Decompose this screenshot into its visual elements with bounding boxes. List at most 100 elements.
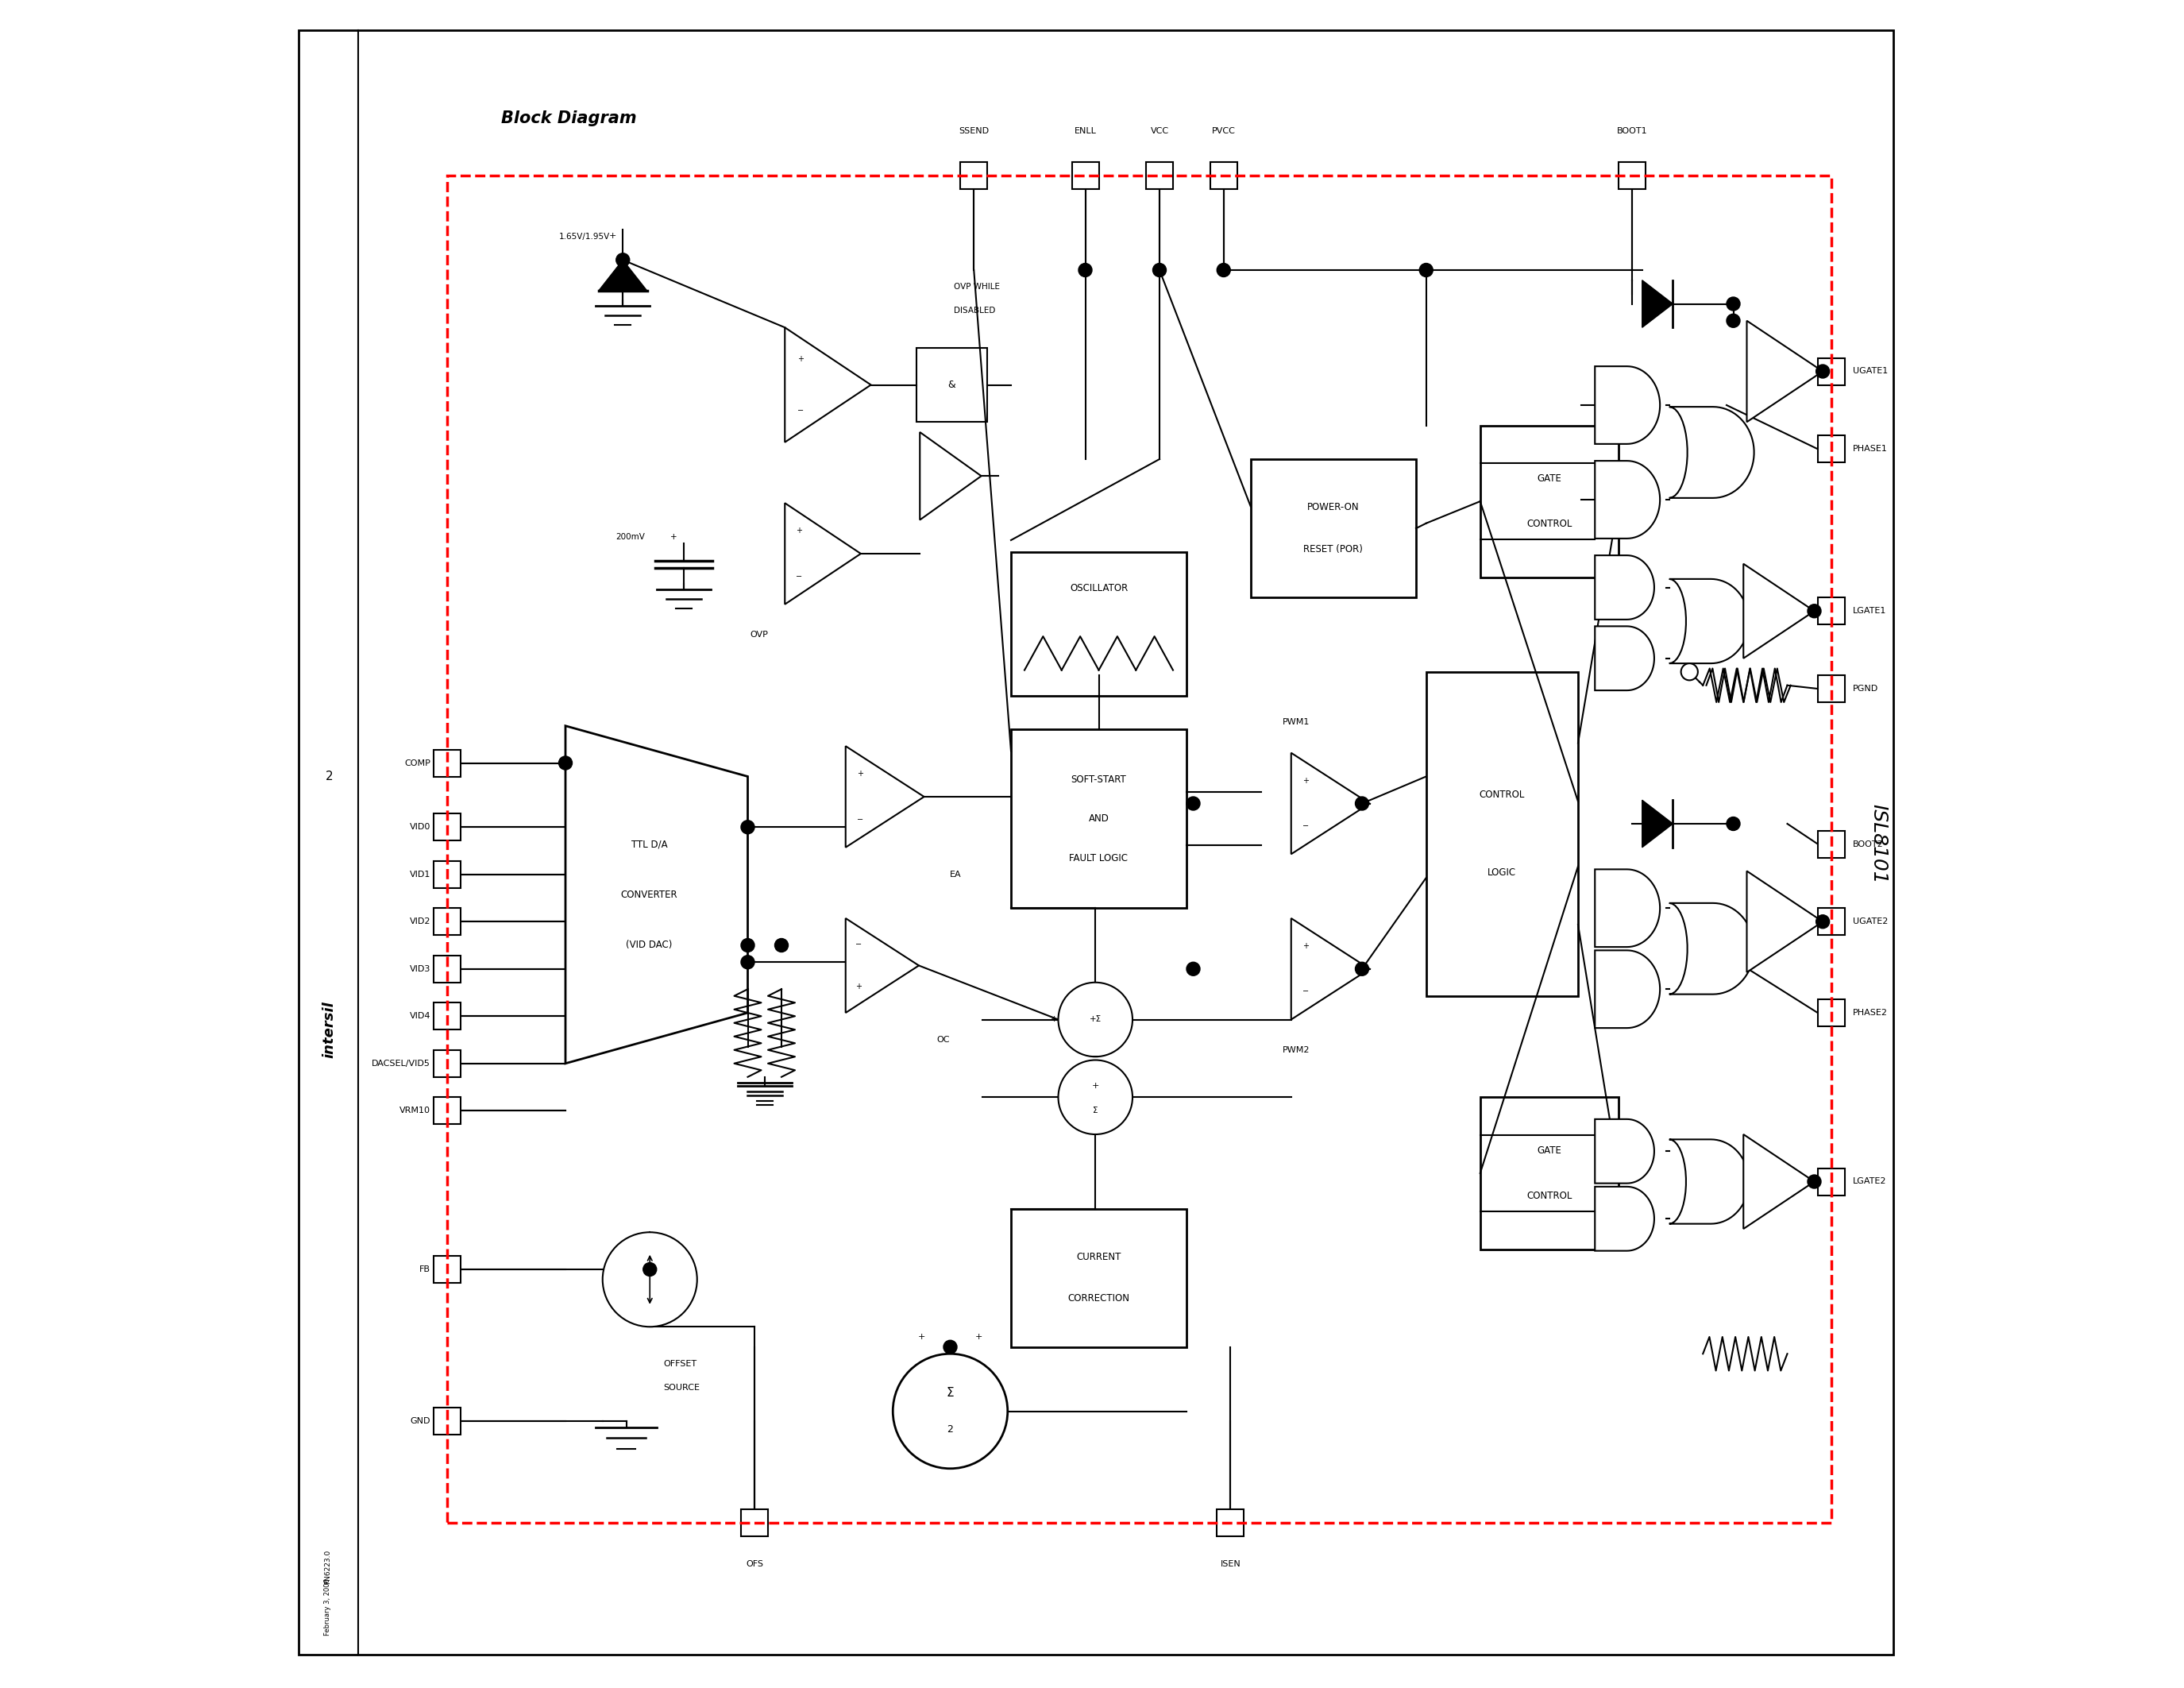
Text: −: −: [1302, 822, 1308, 830]
Text: PWM1: PWM1: [1282, 719, 1310, 726]
Circle shape: [1356, 797, 1369, 810]
Text: PGND: PGND: [1852, 685, 1878, 692]
Bar: [1011, 1209, 1186, 1347]
Circle shape: [1216, 263, 1230, 277]
Polygon shape: [784, 503, 860, 604]
Bar: [435, 814, 461, 841]
Bar: [1426, 672, 1579, 996]
Text: SOURCE: SOURCE: [664, 1384, 699, 1391]
Bar: [1817, 908, 1845, 935]
Bar: [435, 908, 461, 935]
Text: +: +: [609, 233, 616, 240]
Text: TTL D/A: TTL D/A: [631, 839, 668, 849]
Text: CONTROL: CONTROL: [1527, 1190, 1572, 1202]
Text: −: −: [797, 407, 804, 415]
Text: +: +: [976, 1332, 983, 1340]
Text: VID3: VID3: [411, 966, 430, 972]
Text: CONTROL: CONTROL: [1527, 518, 1572, 530]
Text: &: &: [948, 380, 957, 390]
Bar: [435, 1003, 461, 1030]
Polygon shape: [1291, 753, 1369, 854]
Text: FN6223.0: FN6223.0: [323, 1550, 332, 1583]
Polygon shape: [1669, 407, 1754, 498]
Circle shape: [1728, 817, 1741, 830]
Polygon shape: [1669, 903, 1754, 994]
Text: intersil: intersil: [321, 1001, 336, 1058]
Circle shape: [616, 253, 629, 267]
Text: AND: AND: [1088, 814, 1109, 824]
Text: +Σ: +Σ: [1090, 1016, 1101, 1023]
Bar: [1817, 598, 1845, 625]
Polygon shape: [1594, 366, 1660, 444]
Text: LOGIC: LOGIC: [1487, 868, 1516, 878]
Text: UGATE1: UGATE1: [1852, 368, 1889, 375]
Text: LGATE1: LGATE1: [1852, 608, 1887, 614]
Text: VID0: VID0: [411, 824, 430, 830]
Circle shape: [1186, 797, 1199, 810]
Polygon shape: [1594, 626, 1653, 690]
Bar: [1251, 459, 1415, 598]
Bar: [448, 176, 1830, 1523]
Polygon shape: [1669, 1139, 1749, 1224]
Bar: [1210, 162, 1236, 189]
Text: COMP: COMP: [404, 760, 430, 766]
Bar: [1481, 1097, 1618, 1249]
Text: ENLL: ENLL: [1075, 127, 1096, 135]
Polygon shape: [1594, 869, 1660, 947]
Polygon shape: [845, 746, 924, 847]
Polygon shape: [784, 327, 871, 442]
Circle shape: [603, 1232, 697, 1327]
Text: +: +: [795, 527, 802, 535]
Circle shape: [1153, 263, 1166, 277]
Text: 2: 2: [948, 1425, 954, 1435]
Bar: [435, 1097, 461, 1124]
Text: CURRENT: CURRENT: [1077, 1252, 1120, 1263]
Text: PVCC: PVCC: [1212, 127, 1236, 135]
Circle shape: [1808, 1175, 1821, 1188]
Text: +: +: [1302, 776, 1308, 785]
Text: BOOT1: BOOT1: [1616, 127, 1647, 135]
Polygon shape: [1743, 1134, 1815, 1229]
Circle shape: [775, 939, 788, 952]
Text: OVP: OVP: [749, 631, 769, 638]
Bar: [1817, 358, 1845, 385]
Text: VRM10: VRM10: [400, 1107, 430, 1114]
Bar: [1817, 999, 1845, 1026]
Bar: [435, 1050, 461, 1077]
Circle shape: [1808, 604, 1821, 618]
Polygon shape: [1642, 800, 1673, 847]
Text: +: +: [856, 982, 863, 991]
Bar: [1147, 162, 1173, 189]
Polygon shape: [1669, 579, 1749, 663]
Bar: [740, 1509, 769, 1536]
Text: ISEN: ISEN: [1221, 1560, 1241, 1568]
Circle shape: [740, 939, 753, 952]
Text: +: +: [1092, 1082, 1099, 1090]
Text: OVP WHILE: OVP WHILE: [954, 284, 1000, 290]
Bar: [435, 1408, 461, 1435]
Text: CORRECTION: CORRECTION: [1068, 1293, 1129, 1303]
Text: −: −: [856, 940, 863, 949]
Bar: [1817, 1168, 1845, 1195]
Polygon shape: [1594, 950, 1660, 1028]
Polygon shape: [1747, 871, 1824, 972]
Polygon shape: [1594, 555, 1653, 619]
Text: (VID DAC): (VID DAC): [627, 940, 673, 950]
Text: ISL8101: ISL8101: [1870, 803, 1887, 885]
Bar: [1817, 436, 1845, 463]
Bar: [1072, 162, 1099, 189]
Circle shape: [740, 820, 753, 834]
Circle shape: [1682, 663, 1697, 680]
Text: CONVERTER: CONVERTER: [620, 890, 677, 900]
Polygon shape: [1642, 280, 1673, 327]
Circle shape: [1059, 1060, 1133, 1134]
Circle shape: [1059, 982, 1133, 1057]
Text: −: −: [1092, 1052, 1099, 1062]
Bar: [917, 348, 987, 422]
Polygon shape: [1747, 321, 1824, 422]
Polygon shape: [1594, 1187, 1653, 1251]
Text: Σ: Σ: [1092, 1106, 1099, 1114]
Circle shape: [559, 756, 572, 770]
Text: +: +: [917, 1332, 926, 1340]
Polygon shape: [1594, 461, 1660, 538]
